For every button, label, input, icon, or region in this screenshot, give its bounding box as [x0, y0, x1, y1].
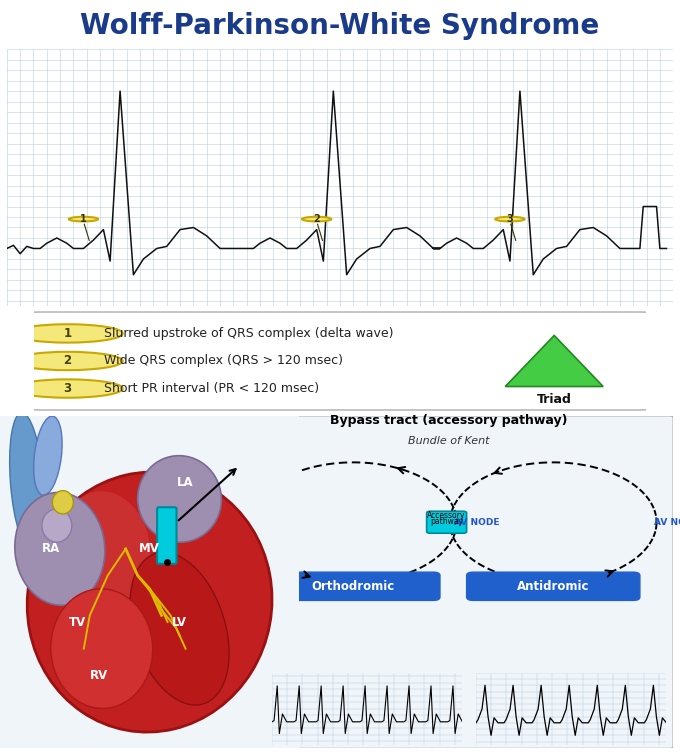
- Circle shape: [12, 380, 122, 398]
- Text: Bundle of Kent: Bundle of Kent: [408, 436, 490, 446]
- Text: pathway: pathway: [430, 516, 463, 525]
- FancyBboxPatch shape: [466, 572, 640, 600]
- Text: Bypass tract (accessory pathway): Bypass tract (accessory pathway): [330, 414, 568, 427]
- FancyBboxPatch shape: [226, 511, 267, 533]
- Text: pathway: pathway: [230, 516, 263, 525]
- Circle shape: [69, 217, 98, 222]
- Ellipse shape: [33, 416, 62, 495]
- Text: 2: 2: [64, 355, 71, 367]
- FancyBboxPatch shape: [267, 572, 440, 600]
- Circle shape: [12, 324, 122, 342]
- Text: 2: 2: [313, 214, 320, 224]
- Text: Slurred upstroke of QRS complex (delta wave): Slurred upstroke of QRS complex (delta w…: [105, 327, 394, 340]
- Text: Accessory: Accessory: [428, 510, 466, 519]
- Text: Wide QRS complex (QRS > 120 msec): Wide QRS complex (QRS > 120 msec): [105, 355, 343, 367]
- Text: 1: 1: [64, 327, 71, 340]
- Circle shape: [495, 217, 524, 222]
- Ellipse shape: [59, 491, 150, 606]
- Text: MV: MV: [139, 542, 160, 556]
- Text: Triad: Triad: [537, 393, 572, 406]
- Ellipse shape: [27, 472, 272, 732]
- Ellipse shape: [10, 413, 44, 552]
- Circle shape: [12, 352, 122, 370]
- FancyBboxPatch shape: [426, 511, 466, 533]
- Text: AV NODE: AV NODE: [653, 518, 680, 527]
- Circle shape: [302, 217, 331, 222]
- Text: 1: 1: [80, 214, 87, 224]
- FancyBboxPatch shape: [7, 416, 673, 748]
- Text: Short PR interval (PR < 120 msec): Short PR interval (PR < 120 msec): [105, 382, 320, 395]
- Text: RA: RA: [41, 542, 60, 556]
- Text: TV: TV: [69, 615, 86, 628]
- Text: Wolff-Parkinson-White Syndrome: Wolff-Parkinson-White Syndrome: [80, 12, 600, 41]
- Ellipse shape: [42, 509, 72, 542]
- Text: RV: RV: [90, 669, 108, 682]
- Text: AV NODE: AV NODE: [454, 518, 499, 527]
- Ellipse shape: [52, 491, 73, 514]
- Text: LA: LA: [177, 476, 194, 489]
- FancyBboxPatch shape: [28, 312, 652, 410]
- Text: Orthodromic: Orthodromic: [311, 580, 395, 593]
- Ellipse shape: [137, 456, 222, 542]
- Polygon shape: [505, 336, 603, 386]
- Text: Accessory: Accessory: [228, 510, 266, 519]
- Ellipse shape: [130, 553, 229, 705]
- Text: LV: LV: [172, 615, 187, 628]
- Text: Antidromic: Antidromic: [517, 580, 590, 593]
- Text: 3: 3: [507, 214, 513, 224]
- FancyBboxPatch shape: [157, 507, 177, 564]
- Text: 3: 3: [64, 382, 71, 395]
- Ellipse shape: [15, 492, 105, 606]
- Ellipse shape: [51, 589, 152, 708]
